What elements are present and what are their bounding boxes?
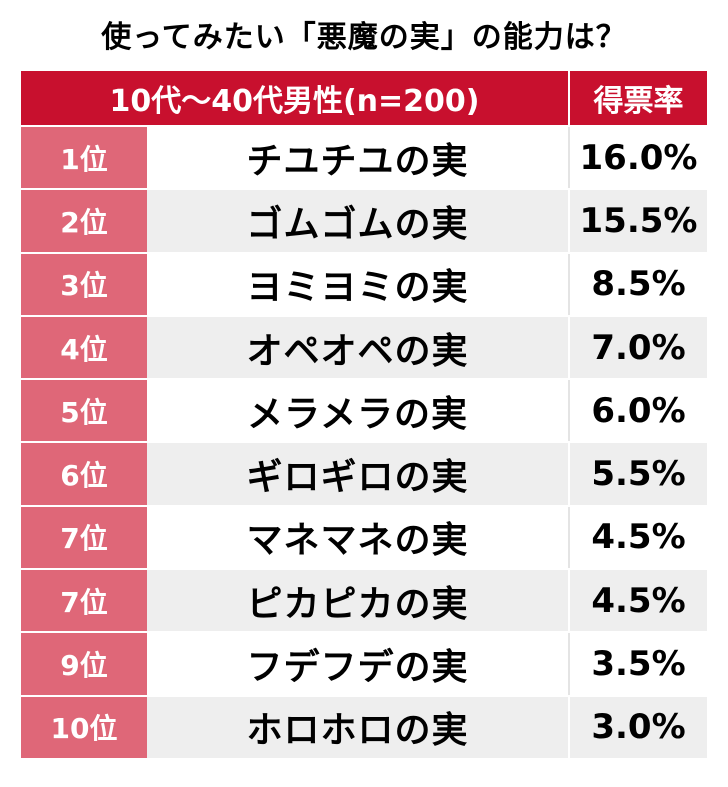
header-group-label: 10代〜40代男性(n=200) xyxy=(21,71,570,125)
fruit-name-cell: チユチユの実 xyxy=(147,127,570,189)
vote-rate-cell: 3.5% xyxy=(570,633,707,695)
fruit-name-cell: マネマネの実 xyxy=(147,506,570,569)
table-row: 2位 ゴムゴムの実 15.5% xyxy=(21,188,707,252)
table-row: 7位 マネマネの実 4.5% xyxy=(21,504,707,569)
table-row: 9位 フデフデの実 3.5% xyxy=(21,631,707,695)
fruit-name-cell: メラメラの実 xyxy=(147,380,570,442)
table-row: 6位 ギロギロの実 5.5% xyxy=(21,441,707,505)
table-header: 10代〜40代男性(n=200) 得票率 xyxy=(21,71,707,125)
vote-rate-cell: 4.5% xyxy=(570,570,707,632)
fruit-name-cell: ギロギロの実 xyxy=(147,443,570,505)
fruit-name-cell: ピカピカの実 xyxy=(147,570,570,632)
table-row: 7位 ピカピカの実 4.5% xyxy=(21,568,707,632)
page-title: 使ってみたい「悪魔の実」の能力は？ xyxy=(101,20,627,55)
fruit-name-cell: ゴムゴムの実 xyxy=(147,190,570,252)
table-row: 10位 ホロホロの実 3.0% xyxy=(21,694,707,758)
rank-cell: 4位 xyxy=(21,316,147,379)
rank-cell: 9位 xyxy=(21,633,147,695)
vote-rate-cell: 5.5% xyxy=(570,443,707,505)
table-row: 5位 メラメラの実 6.0% xyxy=(21,378,707,442)
vote-rate-cell: 8.5% xyxy=(570,253,707,315)
fruit-name-cell: ヨミヨミの実 xyxy=(147,253,570,315)
table-row: 3位 ヨミヨミの実 8.5% xyxy=(21,251,707,315)
vote-rate-cell: 16.0% xyxy=(570,127,707,189)
rank-cell: 7位 xyxy=(21,506,147,569)
ranking-table: 10代〜40代男性(n=200) 得票率 1位 チユチユの実 16.0% 2位 … xyxy=(21,71,707,758)
table-row: 1位 チユチユの実 16.0% xyxy=(21,125,707,189)
vote-rate-cell: 15.5% xyxy=(570,190,707,252)
header-rate-label: 得票率 xyxy=(570,71,707,125)
rank-cell: 2位 xyxy=(21,190,147,252)
rank-cell: 7位 xyxy=(21,570,147,632)
fruit-name-cell: ホロホロの実 xyxy=(147,696,570,758)
vote-rate-cell: 4.5% xyxy=(570,506,707,569)
rank-cell: 6位 xyxy=(21,443,147,505)
vote-rate-cell: 7.0% xyxy=(570,316,707,379)
rank-cell: 5位 xyxy=(21,380,147,442)
table-row: 4位 オペオペの実 7.0% xyxy=(21,314,707,379)
rank-cell: 3位 xyxy=(21,253,147,315)
fruit-name-cell: オペオペの実 xyxy=(147,316,570,379)
vote-rate-cell: 6.0% xyxy=(570,380,707,442)
vote-rate-cell: 3.0% xyxy=(570,696,707,758)
rank-cell: 1位 xyxy=(21,127,147,189)
fruit-name-cell: フデフデの実 xyxy=(147,633,570,695)
rank-cell: 10位 xyxy=(21,696,147,758)
